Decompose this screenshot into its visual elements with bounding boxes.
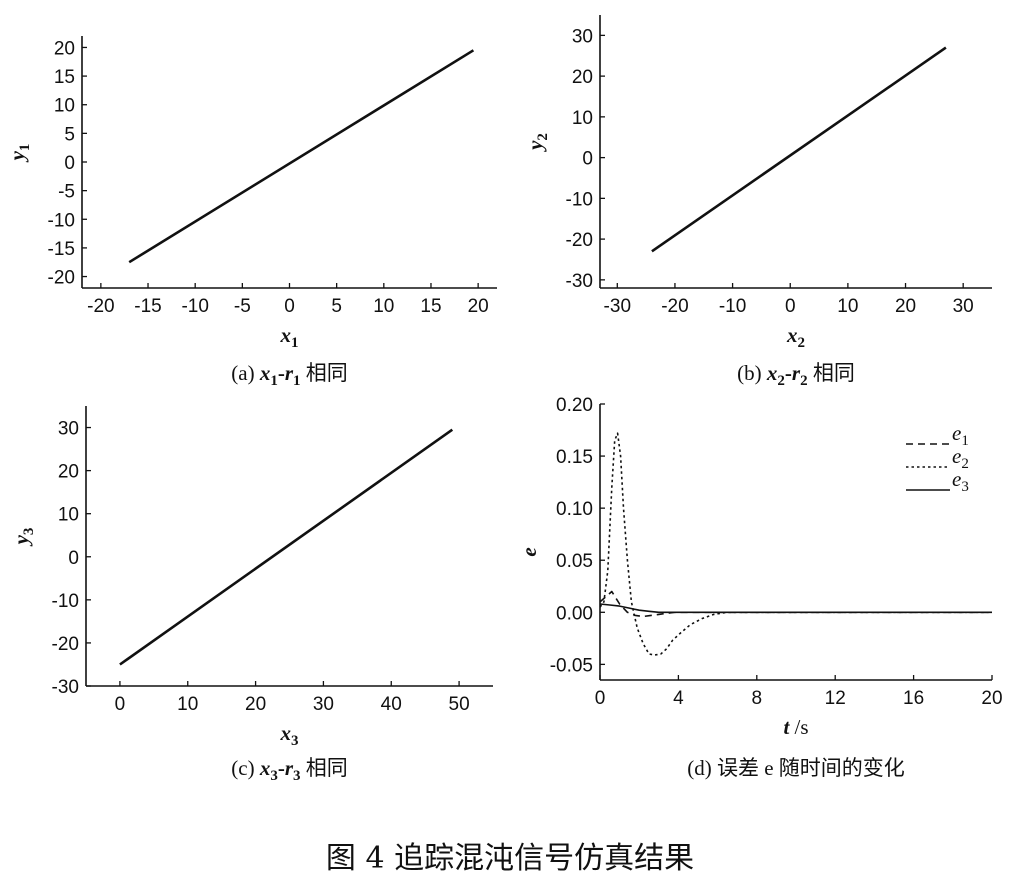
y-tick-label: -20 [52,634,79,655]
y-tick-label: -10 [566,189,593,210]
y-tick-label: 10 [58,505,79,526]
y-tick-label: 0.15 [556,447,593,468]
x-tick-label: 15 [420,296,441,317]
x-tick-label: 50 [449,694,470,715]
x-tick-label: 20 [468,296,489,317]
legend-label-e3: e3 [952,467,969,495]
x-tick-label: 10 [837,296,858,317]
x-tick-label: -15 [134,296,161,317]
x-tick-label: 8 [752,688,763,709]
x-tick-label: -30 [604,296,631,317]
subplot-b: -30 -20 -10 0 10 20 30 -30 -20 -10 0 10 20 30 x2 y2 (b) … [523,15,992,389]
y-tick-label: -20 [566,230,593,251]
y-tick-label: 0 [68,548,79,569]
subplot-caption: (a) x1-r1 相同 [231,361,348,389]
legend-label-e1: e1 [952,421,969,449]
y-tick-label: -0.05 [550,655,593,676]
subplot-a: -20 -15 -10 -5 0 5 10 15 20 -20 -15 -10 -5 0 5 10 15 20 x1… [5,36,497,389]
x-axis-label: x1 [280,323,299,351]
y-tick-label: 5 [64,124,75,145]
y-tick-label: 0 [582,149,593,170]
figure-title: 图 4 追踪混沌信号仿真结果 [326,841,694,876]
x-tick-label: 30 [313,694,334,715]
series-line-e3 [599,603,992,614]
x-tick-label: 0 [284,296,295,317]
x-tick-label: 4 [673,688,684,709]
y-axis-label: y3 [9,528,37,548]
legend-label-e2: e2 [952,444,969,472]
x-tick-label: -10 [719,296,746,317]
x-axis-label: x2 [786,323,805,351]
y-tick-label: -5 [58,182,75,203]
x-tick-label: 10 [177,694,198,715]
y-tick-label: 0 [64,153,75,174]
x-axis-label: x3 [280,721,299,749]
x-tick-label: -20 [661,296,688,317]
y-tick-label: 30 [572,26,593,47]
x-tick-label: 20 [981,688,1002,709]
x-tick-label: 16 [903,688,924,709]
x-tick-label: -10 [181,296,208,317]
subplot-c: 0 10 20 30 40 50 -30 -20 -10 0 10 20 30 x3 y3 (c) x3-r3… [9,406,493,784]
series-line-e2 [599,432,992,656]
y-tick-label: 0.05 [556,551,593,572]
series-line-1 [119,428,454,666]
y-tick-label: 10 [54,96,75,117]
y-axis-label: y2 [523,133,551,153]
y-tick-label: 0.00 [556,603,593,624]
x-axis-label: t /s [783,715,808,739]
y-tick-label: 0.10 [556,499,593,520]
subplot-caption: (d) 误差 e 随时间的变化 [687,756,905,780]
y-tick-label: 30 [58,419,79,440]
y-tick-label: -30 [52,677,79,698]
x-tick-label: -20 [87,296,114,317]
x-tick-label: 20 [245,694,266,715]
series-line-1 [128,49,475,264]
y-tick-label: 20 [58,462,79,483]
x-tick-label: 0 [785,296,796,317]
y-tick-label: -20 [48,268,75,289]
y-axis-label: e [517,547,541,556]
x-tick-label: 0 [595,688,606,709]
y-tick-label: 10 [572,108,593,129]
subplot-d: 0 4 8 12 16 20 0.20 0.15 0.10 0.05 0.00 -0.05 t /s e e… [517,395,1003,780]
y-tick-label: -15 [48,239,75,260]
subplot-caption: (b) x2-r2 相同 [737,361,855,389]
y-tick-label: 20 [572,67,593,88]
y-axis-label: y1 [5,144,33,164]
y-tick-label: -10 [52,591,79,612]
x-tick-label: -5 [234,296,251,317]
series-line-1 [651,46,947,253]
y-tick-label: 15 [54,67,75,88]
y-tick-label: 0.20 [556,395,593,416]
x-tick-label: 20 [895,296,916,317]
x-tick-label: 30 [953,296,974,317]
x-tick-label: 40 [381,694,402,715]
x-tick-label: 5 [331,296,342,317]
x-tick-label: 10 [373,296,394,317]
subplot-caption: (c) x3-r3 相同 [231,756,348,784]
x-tick-label: 12 [825,688,846,709]
y-tick-label: 20 [54,38,75,59]
x-tick-label: 0 [115,694,126,715]
y-tick-label: -10 [48,210,75,231]
y-tick-label: -30 [566,271,593,292]
